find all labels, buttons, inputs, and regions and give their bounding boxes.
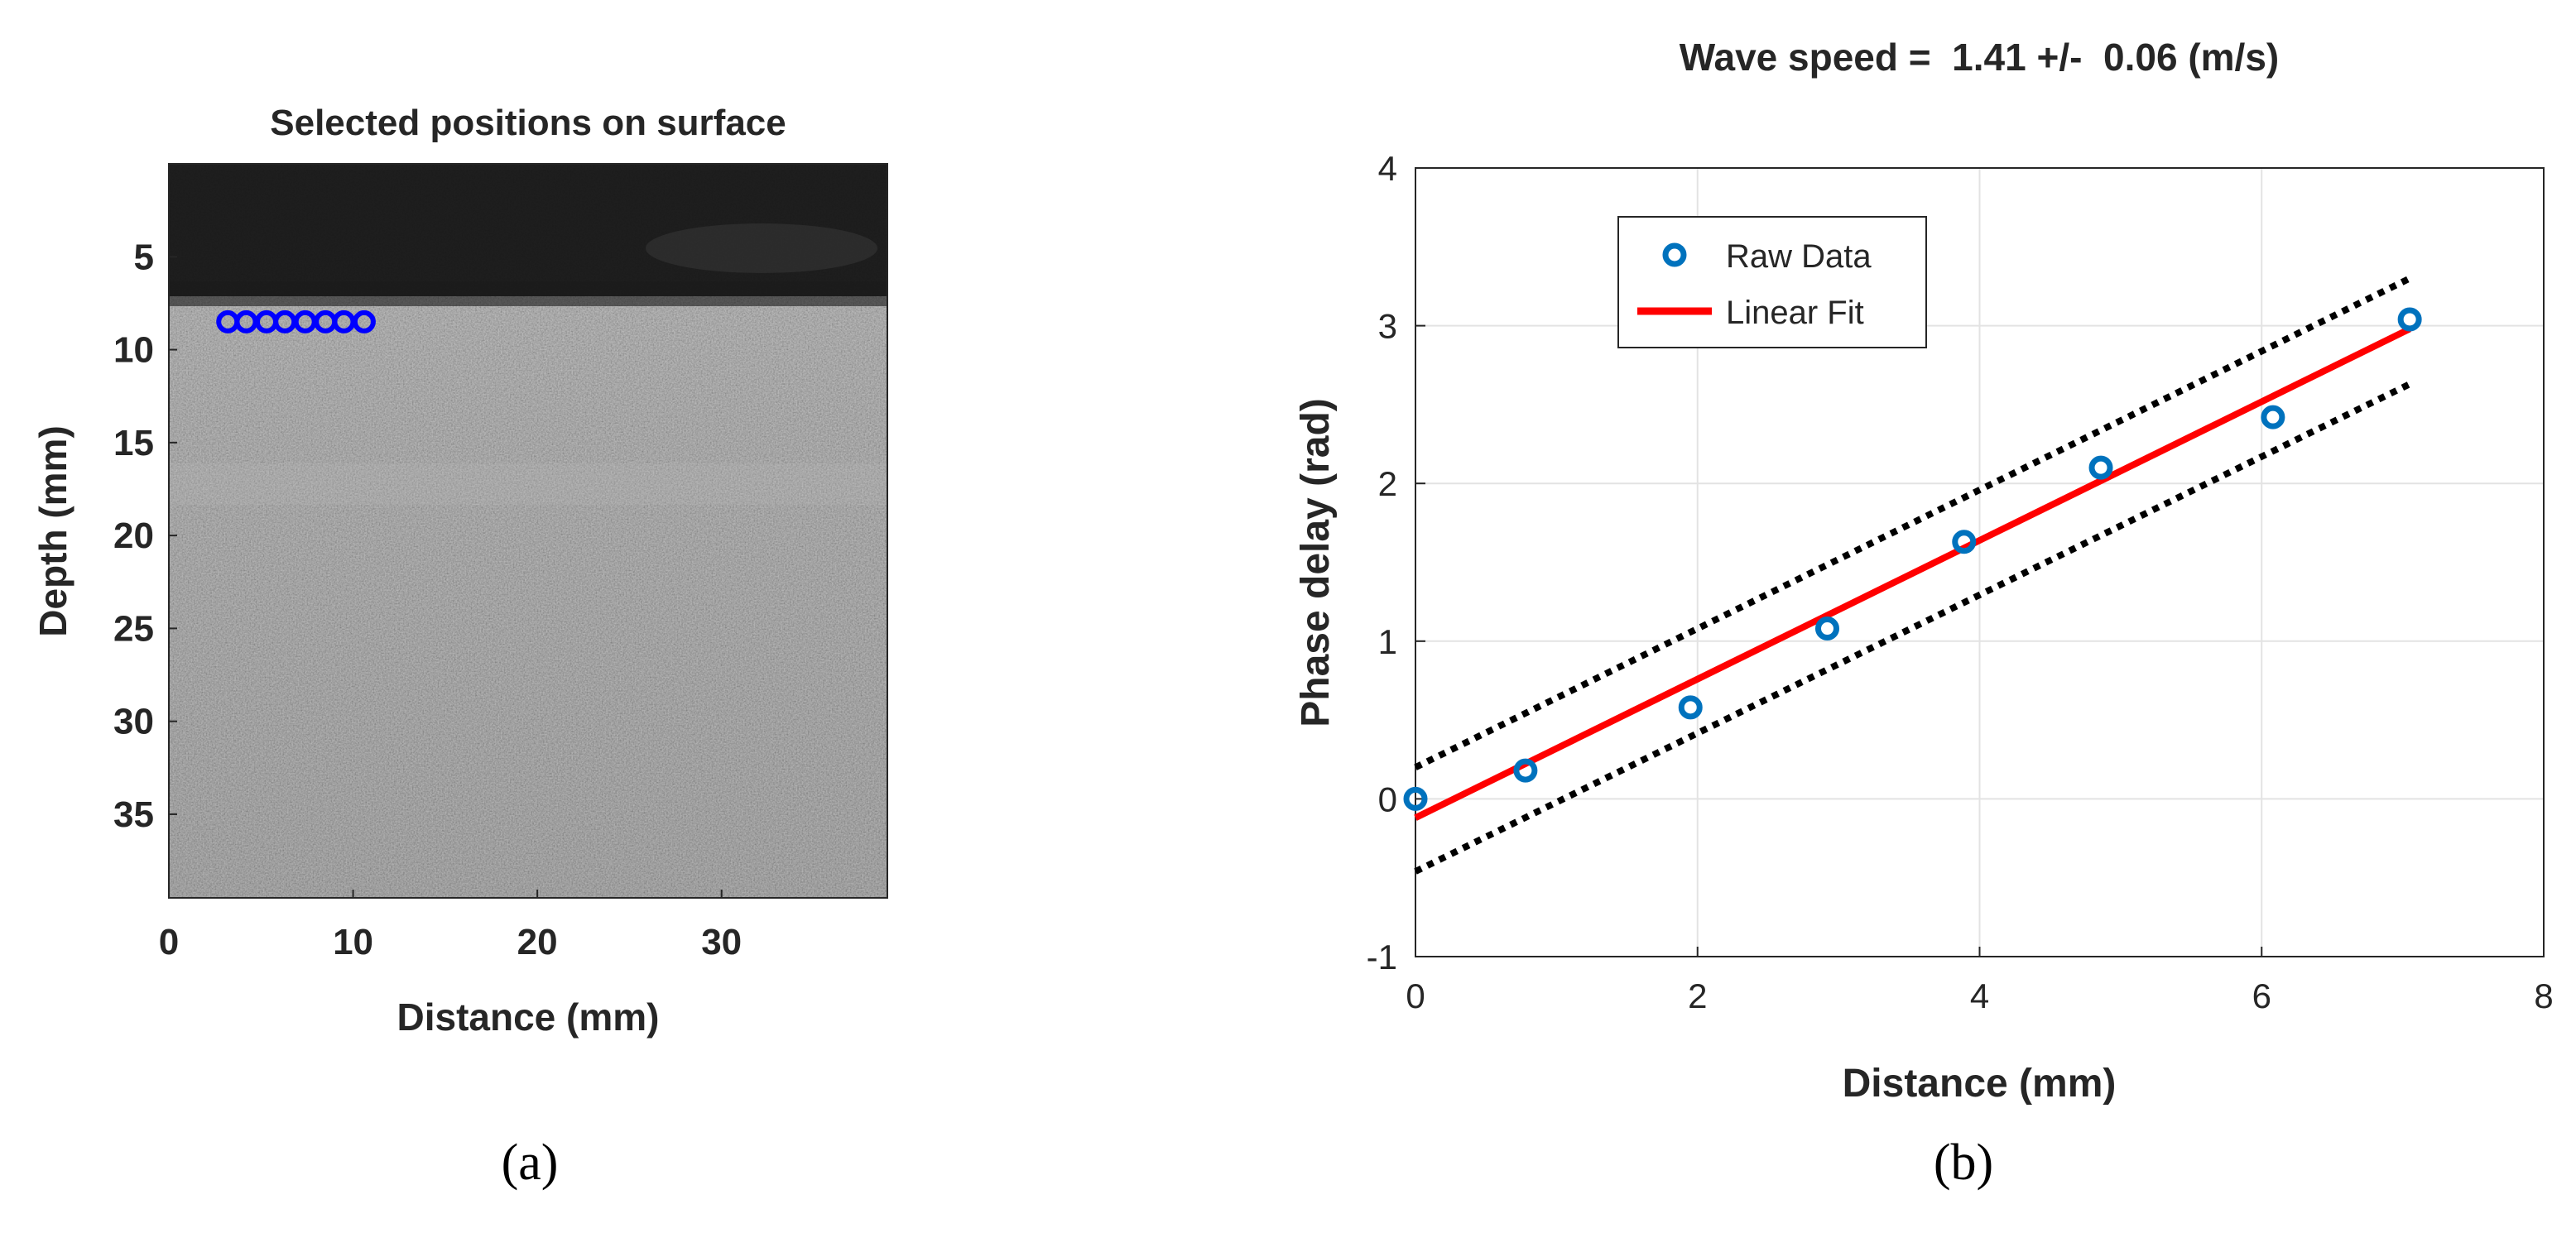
raw-data-point: [1403, 786, 1428, 811]
plot-y-tick-label: 4: [1378, 149, 1397, 188]
image-x-tick-label: 0: [159, 922, 179, 962]
image-x-tick-label: 20: [517, 922, 558, 962]
plot-y-axis-label: Phase delay (rad): [1294, 398, 1338, 727]
raw-data-point: [1513, 758, 1538, 783]
legend-raw-data-label: Raw Data: [1726, 238, 1872, 275]
plot-x-tick-label: 2: [1688, 976, 1707, 1015]
plot-title: Wave speed = 1.41 +/- 0.06 (m/s): [1680, 36, 2279, 79]
raw-data-point: [2088, 455, 2113, 480]
image-y-tick-label: 20: [113, 516, 154, 556]
raw-data-point: [2261, 405, 2285, 429]
image-y-tick-label: 35: [113, 794, 154, 835]
caption-a: (a): [502, 1135, 559, 1191]
plot-y-tick-label: 3: [1378, 307, 1397, 346]
linear-fit-line: [1414, 325, 2411, 821]
raw-data-point: [2397, 307, 2422, 332]
plot-y-tick-label: -1: [1367, 938, 1397, 976]
panel-a: Selected positions on surface 0 10 20 30 5 10…: [31, 103, 888, 1191]
raw-data-point: [1814, 616, 1839, 641]
legend: Raw Data Linear Fit: [1617, 216, 1927, 348]
image-y-tick-label: 15: [113, 423, 154, 463]
raw-data-point: [1952, 530, 1977, 554]
plot-x-tick-label: 8: [2534, 976, 2553, 1015]
image-x-tick-label: 30: [701, 922, 742, 962]
image-x-tick-label: 10: [333, 922, 373, 962]
image-y-axis-label: Depth (mm): [31, 425, 74, 637]
surface-marker: [352, 309, 376, 333]
plot-x-tick-label: 6: [2252, 976, 2271, 1015]
ultrasound-image: [169, 164, 887, 898]
plot-x-axis-label: Distance (mm): [1843, 1062, 2117, 1106]
plot-x-tick-label: 4: [1970, 976, 1989, 1015]
image-axes: 0 10 20 30 5 10 15 20 25 30 35: [113, 237, 742, 962]
image-title: Selected positions on surface: [270, 103, 786, 143]
plot-series: [1403, 275, 2422, 875]
image-x-axis-label: Distance (mm): [397, 996, 660, 1039]
plot-y-tick-label: 0: [1378, 780, 1397, 818]
raw-data-point: [1678, 695, 1703, 720]
image-frame: [168, 163, 888, 899]
caption-b: (b): [1934, 1135, 1993, 1191]
image-y-tick-label: 5: [134, 237, 154, 277]
legend-linear-fit-label: Linear Fit: [1726, 295, 1864, 331]
legend-raw-data-marker: [1662, 242, 1687, 267]
image-y-tick-label: 30: [113, 702, 154, 742]
image-y-tick-label: 10: [113, 330, 154, 371]
plot-x-tick-label: 0: [1406, 976, 1425, 1015]
plot-y-tick-label: 1: [1378, 622, 1397, 661]
surface-markers: [216, 309, 376, 333]
legend-box: [1617, 216, 1927, 348]
plot-y-tick-label: 2: [1378, 464, 1397, 503]
image-y-tick-label: 25: [113, 608, 154, 649]
